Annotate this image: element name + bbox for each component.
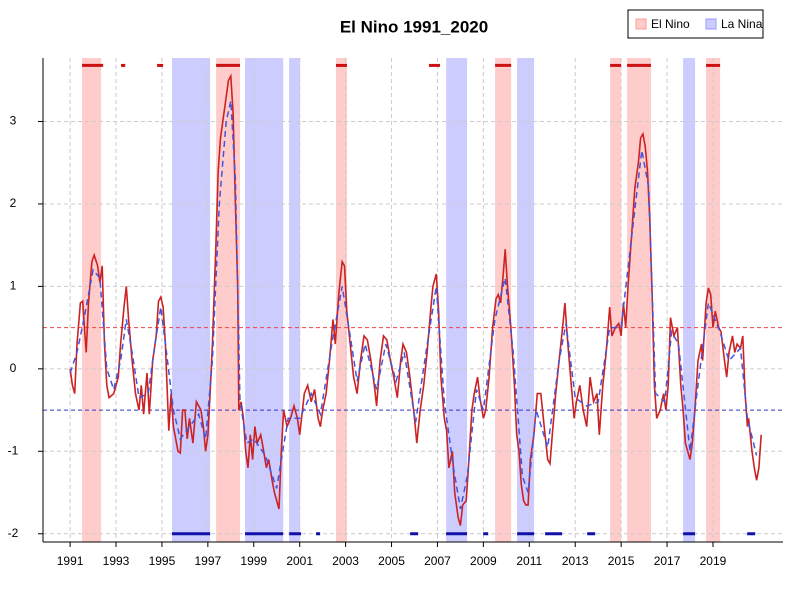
x-tick-label: 2011 [516,554,542,568]
band [610,58,622,542]
x-tick-label: 2019 [700,554,727,568]
band [82,58,102,542]
x-tick-label: 2007 [424,554,451,568]
band [683,58,696,542]
legend-swatch [635,18,647,30]
band [495,58,512,542]
x-tick-label: 1999 [240,554,267,568]
y-tick-label: 2 [10,196,17,210]
x-tick-label: 1995 [149,554,176,568]
band [335,58,347,542]
x-tick-label: 2015 [608,554,635,568]
y-tick-label: 3 [10,114,17,128]
band [216,58,240,542]
legend-label: La Nina [721,17,763,31]
band [289,58,301,542]
x-tick-label: 1993 [103,554,130,568]
x-tick-label: 2013 [562,554,589,568]
chart-title: El Nino 1991_2020 [340,17,488,36]
y-tick-label: 0 [10,361,17,375]
x-tick-label: 1991 [57,554,84,568]
legend-label: El Nino [651,17,690,31]
band [627,58,651,542]
x-tick-label: 2009 [470,554,497,568]
x-tick-label: 2001 [286,554,313,568]
x-tick-label: 2017 [654,554,681,568]
series-line [69,100,758,510]
band [446,58,468,542]
x-tick-label: 2005 [378,554,405,568]
y-tick-label: -2 [8,526,19,540]
legend-swatch [705,18,717,30]
band [172,58,211,542]
y-tick-label: -1 [8,443,19,457]
band [245,58,284,542]
y-tick-label: 1 [10,279,17,293]
x-tick-label: 2003 [332,554,359,568]
legend-box [627,9,764,39]
x-tick-label: 1997 [195,554,222,568]
band [517,58,535,542]
